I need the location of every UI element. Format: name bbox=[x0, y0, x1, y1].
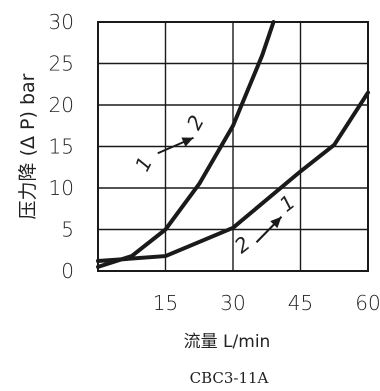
y-tick-label: 0 bbox=[61, 259, 74, 283]
y-tick-label: 5 bbox=[61, 218, 74, 242]
arrow-2-1-head bbox=[270, 216, 282, 229]
arrow-1-2-head bbox=[181, 137, 194, 147]
annotation-label: 2 bbox=[182, 111, 209, 134]
x-tick-labels: 15 30 45 60 bbox=[153, 291, 380, 315]
y-tick-label: 25 bbox=[49, 52, 74, 76]
y-tick-label: 15 bbox=[49, 135, 74, 159]
annotation-label: 1 bbox=[130, 153, 157, 176]
plot-frame bbox=[97, 21, 369, 272]
series-line-2 bbox=[96, 90, 370, 264]
x-tick-label: 30 bbox=[220, 291, 245, 315]
y-tick-labels: 0 5 10 15 20 25 30 bbox=[49, 10, 74, 283]
x-axis-label: 流量 L/min bbox=[184, 332, 271, 352]
chart-caption: CBC3-11A bbox=[190, 369, 269, 387]
x-tick-label: 15 bbox=[153, 291, 178, 315]
series bbox=[96, 20, 370, 269]
x-tick-label: 60 bbox=[355, 291, 380, 315]
annotation-label: 1 bbox=[275, 190, 300, 217]
y-tick-label: 20 bbox=[49, 93, 74, 117]
grid bbox=[98, 21, 369, 272]
y-tick-label: 30 bbox=[49, 10, 74, 34]
x-tick-label: 45 bbox=[288, 291, 313, 315]
y-axis-label: 压力降 (Δ P) bar bbox=[17, 73, 39, 219]
y-tick-label: 10 bbox=[49, 176, 74, 200]
series-line-1 bbox=[96, 20, 276, 269]
